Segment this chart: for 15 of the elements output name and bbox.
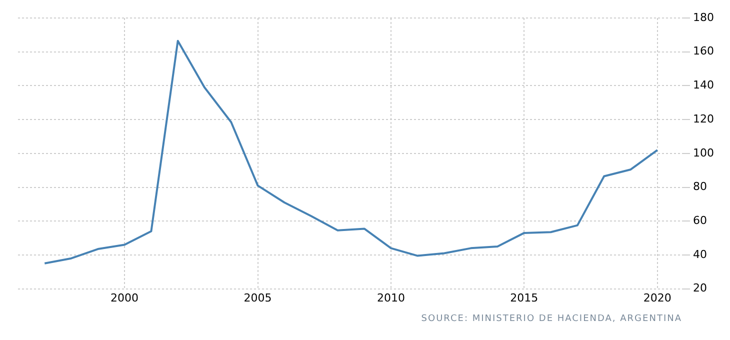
x-tick-label: 2000 [110, 291, 139, 304]
source-note: SOURCE: MINISTERIO DE HACIENDA, ARGENTINA [420, 314, 683, 324]
x-tick-label: 2015 [510, 291, 538, 304]
y-tick-label: 140 [693, 78, 714, 92]
y-tick-label: 100 [693, 146, 714, 160]
y-tick-label: 120 [693, 112, 714, 126]
x-tick-label: 2010 [376, 291, 405, 304]
y-tick-label: 180 [693, 10, 714, 24]
y-tick-label: 60 [693, 214, 708, 227]
y-tick-label: 80 [693, 180, 708, 194]
y-tick-label: 160 [693, 44, 714, 58]
y-tick-label: 40 [693, 248, 708, 261]
x-tick-label: 2005 [244, 291, 272, 304]
x-tick-label: 2020 [643, 291, 672, 304]
y-tick-label: 20 [693, 282, 708, 295]
